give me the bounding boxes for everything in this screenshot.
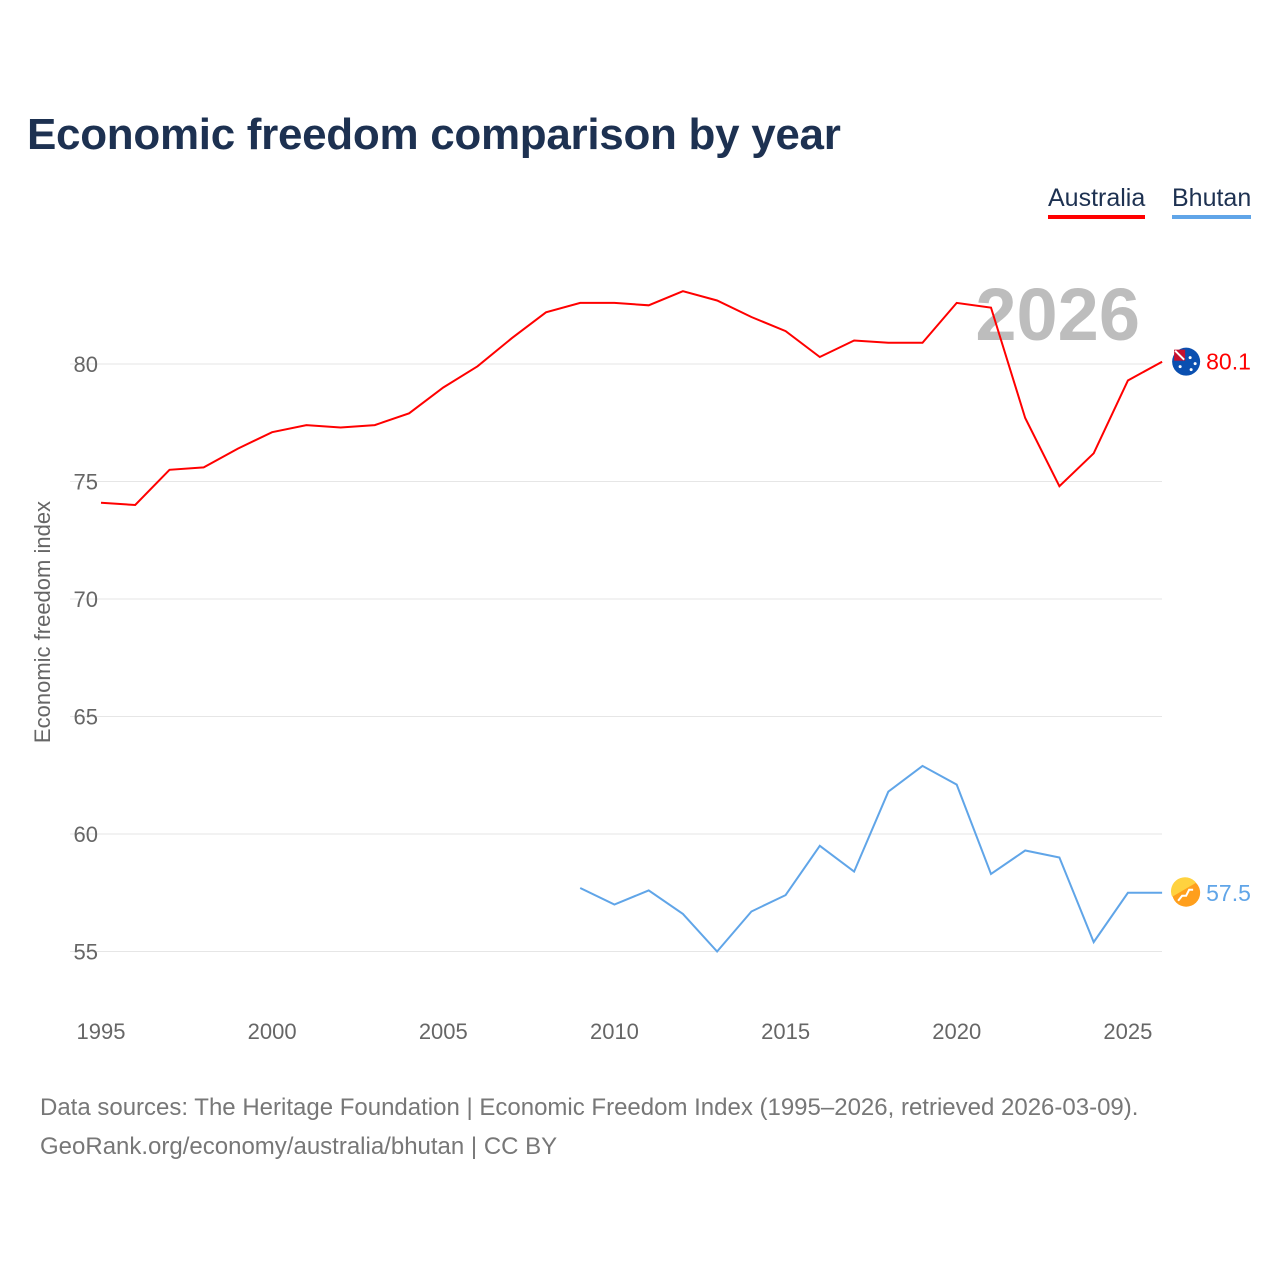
legend-australia[interactable]: Australia <box>1048 184 1146 219</box>
source-link[interactable]: GeoRank.org/economy/australia/bhutan | C… <box>40 1133 558 1160</box>
y-axis-label: Economic freedom index <box>30 501 55 743</box>
x-tick-label: 2000 <box>248 1019 297 1044</box>
x-tick-label: 2005 <box>419 1019 468 1044</box>
y-tick-label: 80 <box>74 352 98 377</box>
y-tick-label: 55 <box>74 940 98 965</box>
source-text: Data sources: The Heritage Foundation | … <box>40 1094 1139 1121</box>
x-tick-label: 1995 <box>77 1019 126 1044</box>
y-tick-label: 60 <box>74 822 98 847</box>
y-tick-label: 75 <box>74 470 98 495</box>
x-tick-label: 2025 <box>1103 1019 1152 1044</box>
australia-flag-icon <box>1172 347 1201 376</box>
series-line-australia[interactable] <box>100 290 1163 507</box>
end-value-label-australia: 80.1 <box>1206 349 1251 375</box>
line-chart: 55 60 65 70 75 80 1995 2000 2005 2010 2015 2020 2025… <box>30 273 1251 1044</box>
y-tick-label: 65 <box>74 705 98 730</box>
x-tick-label: 2020 <box>932 1019 981 1044</box>
x-tick-label: 2015 <box>761 1019 810 1044</box>
end-value-label-bhutan: 57.5 <box>1206 880 1251 906</box>
series-line-bhutan[interactable] <box>579 764 1163 954</box>
bhutan-flag-icon <box>1171 877 1201 907</box>
legend-bhutan[interactable]: Bhutan <box>1172 184 1252 219</box>
year-watermark: 2026 <box>975 273 1140 356</box>
footer: Data sources: The Heritage Foundation | … <box>40 1088 1138 1166</box>
x-tick-label: 2010 <box>590 1019 639 1044</box>
y-tick-label: 70 <box>74 587 98 612</box>
chart-title: Economic freedom comparison by year <box>27 110 841 159</box>
